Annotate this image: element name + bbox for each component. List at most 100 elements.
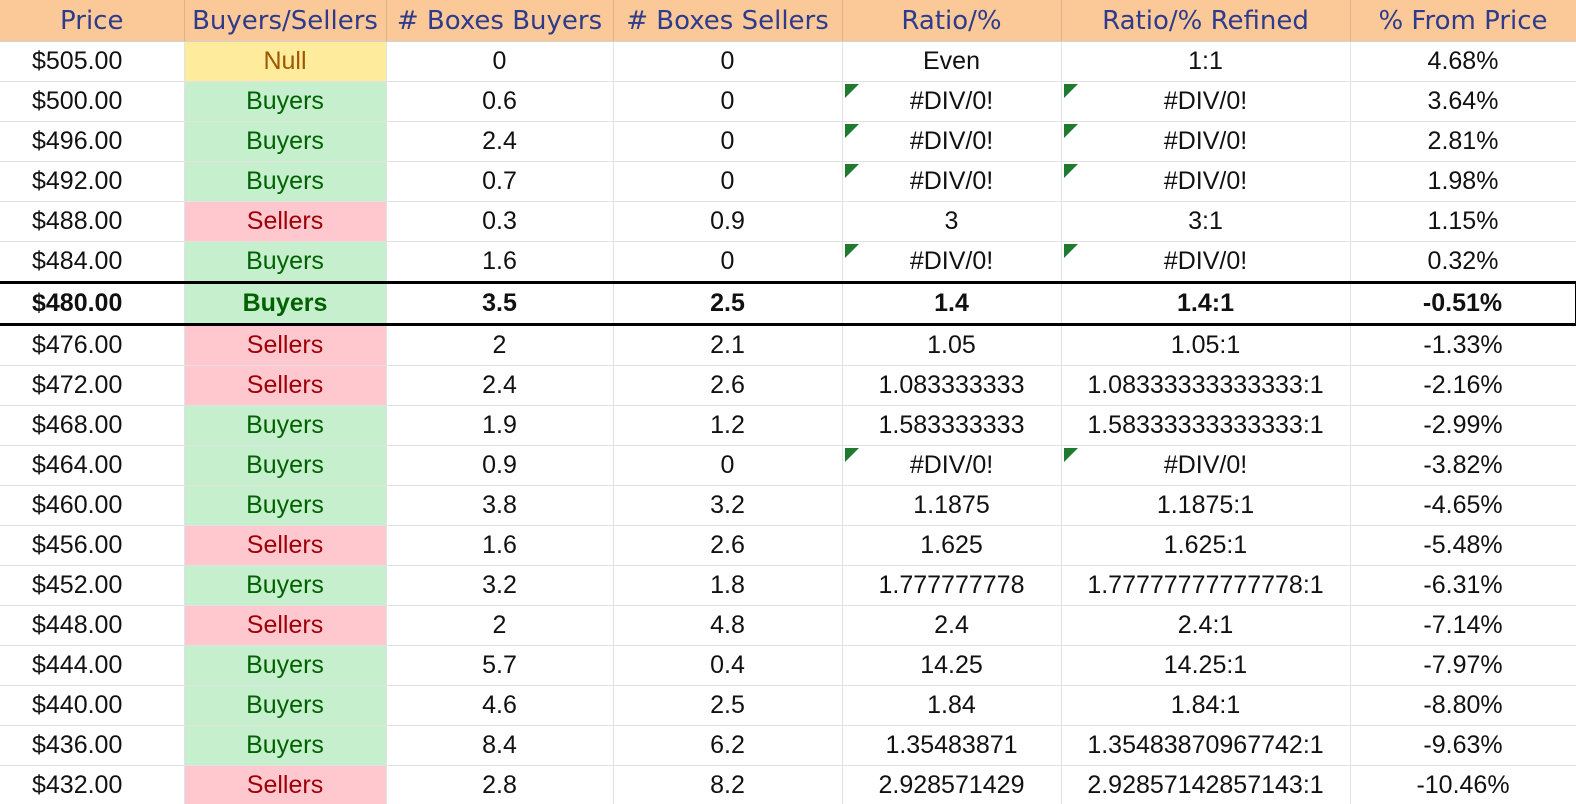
ratio-cell[interactable]: 1.05	[842, 324, 1062, 366]
error-indicator-icon[interactable]	[844, 164, 859, 178]
boxes-sellers-cell[interactable]: 1.2	[613, 405, 843, 446]
from-price-cell[interactable]: -2.99%	[1350, 405, 1576, 446]
error-indicator-icon[interactable]	[844, 244, 859, 258]
price-cell[interactable]: $464.00	[0, 445, 185, 486]
error-indicator-icon[interactable]	[844, 124, 859, 138]
boxes-buyers-cell[interactable]: 1.6	[386, 241, 614, 283]
ratio-refined-cell[interactable]: 1:1	[1061, 41, 1351, 82]
price-cell[interactable]: $456.00	[0, 525, 185, 566]
boxes-sellers-cell[interactable]: 0	[613, 445, 843, 486]
price-cell[interactable]: $480.00	[0, 281, 185, 326]
ratio-cell[interactable]: #DIV/0!	[842, 161, 1062, 202]
buyers-sellers-cell[interactable]: Sellers	[184, 605, 387, 646]
ratio-refined-cell[interactable]: #DIV/0!	[1061, 445, 1351, 486]
buyers-sellers-cell[interactable]: Sellers	[184, 525, 387, 566]
from-price-cell[interactable]: 3.64%	[1350, 81, 1576, 122]
ratio-cell[interactable]: 1.083333333	[842, 365, 1062, 406]
boxes-buyers-cell[interactable]: 5.7	[386, 645, 614, 686]
buyers-sellers-cell[interactable]: Buyers	[184, 121, 387, 162]
buyers-sellers-cell[interactable]: Buyers	[184, 645, 387, 686]
ratio-cell[interactable]: 2.4	[842, 605, 1062, 646]
ratio-cell[interactable]: 1.777777778	[842, 565, 1062, 606]
price-cell[interactable]: $452.00	[0, 565, 185, 606]
buyers-sellers-cell[interactable]: Sellers	[184, 765, 387, 804]
boxes-buyers-cell[interactable]: 2	[386, 605, 614, 646]
price-cell[interactable]: $448.00	[0, 605, 185, 646]
price-cell[interactable]: $432.00	[0, 765, 185, 804]
ratio-refined-cell[interactable]: 2.92857142857143:1	[1061, 765, 1351, 804]
ratio-refined-cell[interactable]: #DIV/0!	[1061, 161, 1351, 202]
from-price-cell[interactable]: -3.82%	[1350, 445, 1576, 486]
from-price-cell[interactable]: -4.65%	[1350, 485, 1576, 526]
boxes-sellers-cell[interactable]: 0.4	[613, 645, 843, 686]
ratio-refined-cell[interactable]: #DIV/0!	[1061, 81, 1351, 122]
from-price-cell[interactable]: -9.63%	[1350, 725, 1576, 766]
ratio-refined-cell[interactable]: 2.4:1	[1061, 605, 1351, 646]
ratio-refined-cell[interactable]: #DIV/0!	[1061, 121, 1351, 162]
header-buyers-sellers[interactable]: Buyers/Sellers	[184, 0, 387, 42]
boxes-sellers-cell[interactable]: 2.6	[613, 365, 843, 406]
from-price-cell[interactable]: -1.33%	[1350, 324, 1576, 366]
price-cell[interactable]: $496.00	[0, 121, 185, 162]
buyers-sellers-cell[interactable]: Sellers	[184, 365, 387, 406]
buyers-sellers-cell[interactable]: Buyers	[184, 241, 387, 283]
ratio-cell[interactable]: 14.25	[842, 645, 1062, 686]
from-price-cell[interactable]: -2.16%	[1350, 365, 1576, 406]
from-price-cell[interactable]: -10.46%	[1350, 765, 1576, 804]
boxes-buyers-cell[interactable]: 0	[386, 41, 614, 82]
buyers-sellers-cell[interactable]: Buyers	[184, 565, 387, 606]
error-indicator-icon[interactable]	[1063, 124, 1078, 138]
from-price-cell[interactable]: 1.15%	[1350, 201, 1576, 242]
ratio-cell[interactable]: 1.4	[842, 281, 1062, 326]
buyers-sellers-cell[interactable]: Buyers	[184, 281, 387, 326]
ratio-cell[interactable]: 1.84	[842, 685, 1062, 726]
from-price-cell[interactable]: -0.51%	[1350, 281, 1576, 326]
price-cell[interactable]: $460.00	[0, 485, 185, 526]
header-price[interactable]: Price	[0, 0, 185, 42]
from-price-cell[interactable]: -7.97%	[1350, 645, 1576, 686]
from-price-cell[interactable]: -7.14%	[1350, 605, 1576, 646]
error-indicator-icon[interactable]	[844, 448, 859, 462]
ratio-refined-cell[interactable]: 1.58333333333333:1	[1061, 405, 1351, 446]
boxes-sellers-cell[interactable]: 4.8	[613, 605, 843, 646]
ratio-cell[interactable]: 1.583333333	[842, 405, 1062, 446]
boxes-buyers-cell[interactable]: 4.6	[386, 685, 614, 726]
boxes-sellers-cell[interactable]: 0	[613, 161, 843, 202]
price-cell[interactable]: $500.00	[0, 81, 185, 122]
ratio-cell[interactable]: 3	[842, 201, 1062, 242]
price-cell[interactable]: $468.00	[0, 405, 185, 446]
boxes-buyers-cell[interactable]: 8.4	[386, 725, 614, 766]
ratio-refined-cell[interactable]: 1.77777777777778:1	[1061, 565, 1351, 606]
ratio-refined-cell[interactable]: 3:1	[1061, 201, 1351, 242]
boxes-buyers-cell[interactable]: 1.9	[386, 405, 614, 446]
boxes-sellers-cell[interactable]: 2.5	[613, 281, 843, 326]
from-price-cell[interactable]: 1.98%	[1350, 161, 1576, 202]
buyers-sellers-cell[interactable]: Buyers	[184, 405, 387, 446]
ratio-refined-cell[interactable]: 1.1875:1	[1061, 485, 1351, 526]
buyers-sellers-cell[interactable]: Buyers	[184, 485, 387, 526]
from-price-cell[interactable]: 2.81%	[1350, 121, 1576, 162]
ratio-cell[interactable]: 2.928571429	[842, 765, 1062, 804]
price-cell[interactable]: $472.00	[0, 365, 185, 406]
boxes-sellers-cell[interactable]: 0	[613, 121, 843, 162]
buyers-sellers-cell[interactable]: Buyers	[184, 725, 387, 766]
ratio-cell[interactable]: #DIV/0!	[842, 445, 1062, 486]
ratio-refined-cell[interactable]: 14.25:1	[1061, 645, 1351, 686]
header-ratio-refined[interactable]: Ratio/% Refined	[1061, 0, 1351, 42]
boxes-sellers-cell[interactable]: 0.9	[613, 201, 843, 242]
boxes-buyers-cell[interactable]: 0.7	[386, 161, 614, 202]
error-indicator-icon[interactable]	[1063, 84, 1078, 98]
boxes-buyers-cell[interactable]: 1.6	[386, 525, 614, 566]
price-cell[interactable]: $488.00	[0, 201, 185, 242]
buyers-sellers-cell[interactable]: Sellers	[184, 201, 387, 242]
boxes-sellers-cell[interactable]: 0	[613, 41, 843, 82]
ratio-cell[interactable]: #DIV/0!	[842, 121, 1062, 162]
error-indicator-icon[interactable]	[1063, 448, 1078, 462]
header-boxes-sellers[interactable]: # Boxes Sellers	[613, 0, 843, 42]
header-boxes-buyers[interactable]: # Boxes Buyers	[386, 0, 614, 42]
from-price-cell[interactable]: 0.32%	[1350, 241, 1576, 283]
boxes-sellers-cell[interactable]: 8.2	[613, 765, 843, 804]
from-price-cell[interactable]: -6.31%	[1350, 565, 1576, 606]
ratio-cell[interactable]: #DIV/0!	[842, 81, 1062, 122]
ratio-refined-cell[interactable]: 1.84:1	[1061, 685, 1351, 726]
